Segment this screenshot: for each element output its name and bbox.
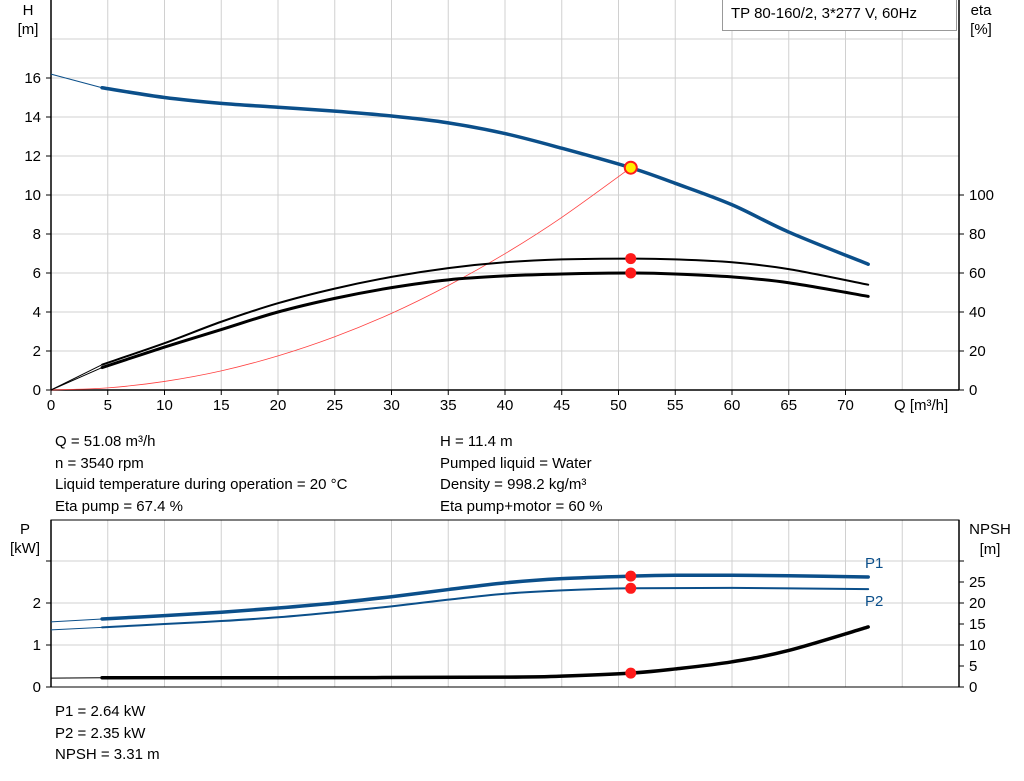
- info-speed: n = 3540 rpm: [55, 454, 144, 472]
- y-tick-label: 4: [33, 304, 41, 321]
- y-tick-label: 16: [24, 70, 41, 87]
- y-tick-label: 2: [33, 343, 41, 360]
- p-axis-label: P: [20, 521, 30, 538]
- p1-curve: [100, 573, 870, 621]
- info-flow: Q = 51.08 m³/h: [55, 433, 156, 450]
- y-tick-label: 12: [24, 148, 41, 165]
- head-curve: [100, 86, 870, 266]
- info-eta-pump: Eta pump = 67.4 %: [55, 497, 183, 515]
- y2-tick-label: 80: [969, 226, 986, 243]
- npsh-tick-label: 25: [969, 574, 986, 591]
- npsh-tick-label: 0: [969, 679, 977, 696]
- npsh-tick-label: 20: [969, 595, 986, 612]
- y-tick-label: 0: [33, 382, 41, 399]
- y2-axis-label: eta: [971, 2, 993, 19]
- info-p1: P1 = 2.64 kW: [55, 703, 146, 720]
- info-left: Q = 51.08 m³/h n = 3540 rpm Liquid tempe…: [55, 431, 347, 517]
- x-tick-label: 25: [326, 397, 343, 414]
- x-tick-label: 5: [104, 397, 112, 414]
- npsh-tick-label: 5: [969, 658, 977, 675]
- info-npsh: NPSH = 3.31 m: [55, 746, 160, 763]
- x-tick-label: 70: [837, 397, 854, 414]
- y-axis-label: H: [23, 2, 34, 19]
- npsh-axis-label: NPSH: [969, 521, 1011, 538]
- x-tick-label: 15: [213, 397, 230, 414]
- x-tick-label: 10: [156, 397, 173, 414]
- y2-tick-label: 0: [969, 382, 977, 399]
- p-tick-label: 0: [33, 679, 41, 696]
- eta-pump-curve: [101, 257, 870, 366]
- info-eta-pump-motor: Eta pump+motor = 60 %: [440, 497, 603, 515]
- npsh-marker: [625, 667, 637, 679]
- p2-label: P2: [865, 593, 883, 610]
- x-tick-label: 0: [47, 397, 55, 414]
- npsh-axis-label: [m]: [980, 541, 1001, 558]
- eta-pump-motor-curve: [100, 271, 870, 370]
- info-p2: P2 = 2.35 kW: [55, 724, 146, 742]
- info-right: H = 11.4 m Pumped liquid = Water Density…: [440, 431, 603, 517]
- x-tick-label: 20: [270, 397, 287, 414]
- y2-tick-label: 20: [969, 343, 986, 360]
- x-tick-label: 30: [383, 397, 400, 414]
- info-temperature: Liquid temperature during operation = 20…: [55, 476, 348, 493]
- p2-curve-extension: [50, 626, 103, 631]
- y2-axis-label: [%]: [970, 21, 992, 38]
- p-tick-label: 1: [33, 637, 41, 654]
- x-tick-label: 35: [440, 397, 457, 414]
- p2-curve: [101, 586, 870, 629]
- y2-tick-label: 40: [969, 304, 986, 321]
- operating-point-marker: [623, 160, 638, 175]
- info-density: Density = 998.2 kg/m³: [440, 476, 587, 493]
- npsh-curve: [100, 625, 870, 680]
- system-curve: [50, 167, 632, 391]
- y-tick-label: 8: [33, 226, 41, 243]
- y-tick-label: 6: [33, 265, 41, 282]
- p-tick-label: 2: [33, 595, 41, 612]
- npsh-tick-label: 10: [969, 637, 986, 654]
- y2-tick-label: 100: [969, 187, 994, 204]
- p1-marker: [625, 570, 637, 582]
- x-tick-label: 50: [610, 397, 627, 414]
- x-tick-label: 65: [780, 397, 797, 414]
- pump-title: TP 80-160/2, 3*277 V, 60Hz: [731, 5, 917, 22]
- eta-pump-motor-marker: [625, 267, 637, 279]
- x-tick-label: 60: [724, 397, 741, 414]
- pump-title-box: TP 80-160/2, 3*277 V, 60Hz: [722, 0, 957, 31]
- y-axis-label: [m]: [18, 21, 39, 38]
- info-liquid: Pumped liquid = Water: [440, 454, 592, 472]
- x-tick-label: 55: [667, 397, 684, 414]
- y-tick-label: 10: [24, 187, 41, 204]
- eta-pump-marker: [625, 253, 637, 265]
- p2-marker: [625, 582, 637, 594]
- x-axis-label: Q [m³/h]: [894, 397, 948, 414]
- p-axis-label: [kW]: [10, 540, 40, 557]
- npsh-tick-label: 15: [969, 616, 986, 633]
- p1-label: P1: [865, 555, 883, 572]
- eta-pump-motor-curve-extension: [50, 367, 103, 391]
- p1-curve-extension: [50, 618, 103, 623]
- y-tick-label: 14: [24, 109, 41, 126]
- x-tick-label: 45: [553, 397, 570, 414]
- info-bottom: P1 = 2.64 kW P2 = 2.35 kW NPSH = 3.31 m: [55, 701, 160, 766]
- y2-tick-label: 60: [969, 265, 986, 282]
- info-head: H = 11.4 m: [440, 433, 513, 450]
- head-curve-extension: [50, 73, 103, 89]
- x-tick-label: 40: [497, 397, 514, 414]
